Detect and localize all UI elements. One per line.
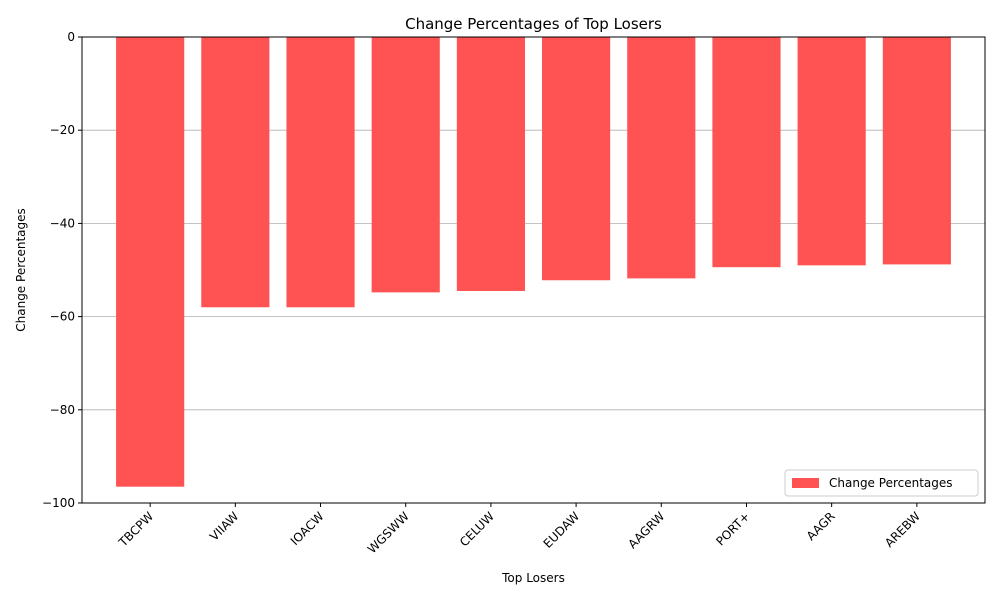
legend-swatch [792,478,819,488]
y-tick-label: 0 [67,30,75,44]
bar [712,37,781,268]
y-tick-label: −80 [50,403,75,417]
bar [456,37,525,291]
y-axis-ticks: 0 −20 −40 −60 −80 −100 [42,30,82,510]
y-axis-title: Change Percentages [14,208,28,332]
bar [201,37,270,308]
y-tick-label: −20 [50,123,75,137]
chart-title: Change Percentages of Top Losers [405,15,662,33]
y-tick-label: −60 [50,310,75,324]
bar [882,37,951,265]
y-tick-label: −40 [50,216,75,230]
y-tick-label: −100 [42,496,75,510]
legend-label: Change Percentages [829,476,953,490]
bar [286,37,355,308]
bar [627,37,696,279]
legend: Change Percentages [784,469,979,497]
bar [371,37,440,293]
bar [542,37,611,281]
bars [116,37,951,487]
legend-box [784,469,979,497]
bar [116,37,185,487]
bar [797,37,866,266]
plot-frame [81,36,986,504]
x-axis-title: Top Losers [501,571,565,585]
